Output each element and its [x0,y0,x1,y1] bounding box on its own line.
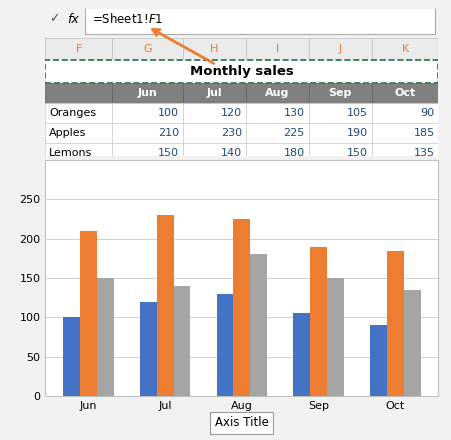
Bar [326,278,343,396]
Bar [112,123,182,143]
Bar [63,317,80,396]
Text: 150: 150 [157,148,179,158]
Text: Monthly sales: Monthly sales [189,65,293,78]
Bar [112,143,182,163]
Text: Apples: Apples [49,128,86,138]
Bar [233,219,250,396]
Bar [182,38,245,60]
Bar [308,123,371,143]
Bar [245,103,308,123]
Text: 190: 190 [346,128,367,138]
Text: Oct: Oct [394,88,415,98]
Text: K: K [400,44,408,55]
Bar [308,38,371,60]
Bar [250,254,267,396]
Text: Sep: Sep [328,88,351,98]
Text: Lemons: Lemons [49,148,92,158]
Text: 150: 150 [346,148,367,158]
Text: Jun: Jun [137,88,157,98]
Text: =Sheet1!$F$1: =Sheet1!$F$1 [92,12,163,26]
Text: 180: 180 [283,148,304,158]
Bar [97,278,114,396]
Bar [371,83,437,103]
Bar [245,143,308,163]
Bar [371,38,437,60]
Bar [308,103,371,123]
Text: ✓: ✓ [49,13,60,26]
Bar [45,83,112,103]
Bar [182,123,245,143]
Text: I: I [275,44,278,55]
Bar [45,123,112,143]
Bar [156,215,173,396]
Text: G: G [143,44,152,55]
Bar [139,302,156,396]
Bar [45,38,112,60]
Bar [403,290,419,396]
Bar [80,231,97,396]
Bar [182,83,245,103]
Text: 100: 100 [157,108,179,118]
Text: 210: 210 [157,128,179,138]
Bar [369,325,386,396]
Bar [308,143,371,163]
Bar [216,294,233,396]
Text: 130: 130 [283,108,304,118]
Text: Oranges: Oranges [49,108,96,118]
Bar [371,123,437,143]
Bar [112,103,182,123]
Text: H: H [210,44,218,55]
Bar [112,38,182,60]
Text: 135: 135 [413,148,433,158]
Text: 225: 225 [283,128,304,138]
Bar [173,286,190,396]
Text: fx: fx [67,13,78,26]
Text: 230: 230 [220,128,241,138]
Text: Aug: Aug [264,88,289,98]
Text: 90: 90 [419,108,433,118]
Bar [371,103,437,123]
Bar [309,246,326,396]
Bar [293,313,309,396]
Bar [84,7,433,34]
Bar [245,123,308,143]
Bar [45,60,437,83]
Bar [182,143,245,163]
Bar [45,103,112,123]
Bar [45,143,112,163]
Text: J: J [338,44,341,55]
Bar [245,38,308,60]
Text: 120: 120 [220,108,241,118]
Bar [245,83,308,103]
Text: 185: 185 [413,128,433,138]
Bar [308,83,371,103]
Text: 140: 140 [220,148,241,158]
Text: Jul: Jul [206,88,221,98]
Bar [386,250,403,396]
Bar [182,103,245,123]
X-axis label: Axis Title: Axis Title [214,416,268,429]
Bar [112,83,182,103]
FancyArrowPatch shape [152,29,213,63]
Text: 105: 105 [346,108,367,118]
Text: F: F [75,44,82,55]
Bar [371,143,437,163]
